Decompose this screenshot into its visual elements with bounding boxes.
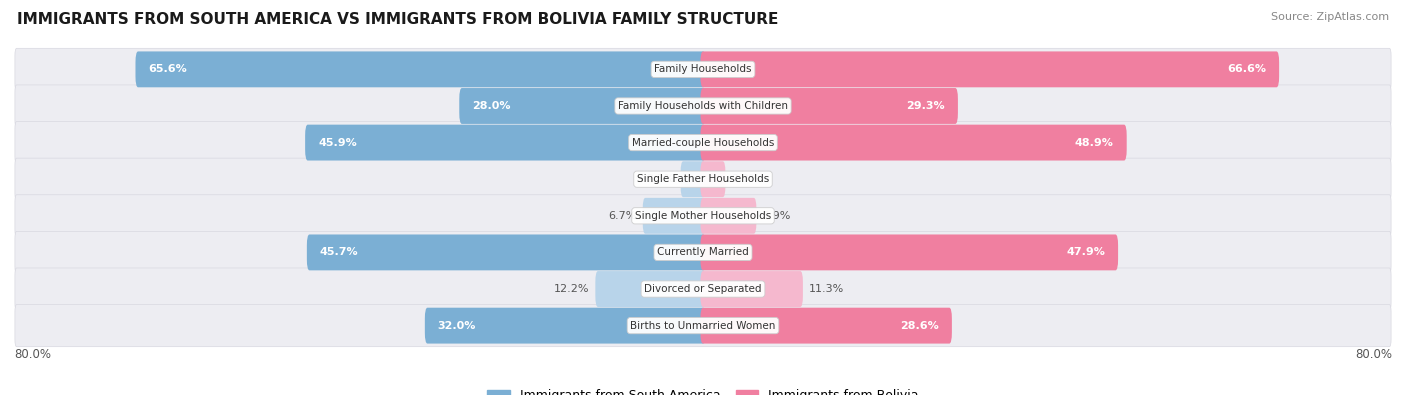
FancyBboxPatch shape [700, 271, 803, 307]
Text: 80.0%: 80.0% [14, 348, 51, 361]
Text: Single Father Households: Single Father Households [637, 174, 769, 184]
FancyBboxPatch shape [135, 51, 706, 87]
FancyBboxPatch shape [681, 161, 706, 197]
Text: 6.7%: 6.7% [609, 211, 637, 221]
Text: 65.6%: 65.6% [149, 64, 187, 74]
Text: 32.0%: 32.0% [437, 321, 477, 331]
Text: Source: ZipAtlas.com: Source: ZipAtlas.com [1271, 12, 1389, 22]
FancyBboxPatch shape [700, 88, 957, 124]
FancyBboxPatch shape [700, 161, 725, 197]
FancyBboxPatch shape [700, 125, 1126, 160]
Text: Divorced or Separated: Divorced or Separated [644, 284, 762, 294]
FancyBboxPatch shape [15, 85, 1391, 127]
Text: Births to Unmarried Women: Births to Unmarried Women [630, 321, 776, 331]
Text: 45.9%: 45.9% [318, 137, 357, 148]
Text: 80.0%: 80.0% [1355, 348, 1392, 361]
FancyBboxPatch shape [425, 308, 706, 344]
Text: Married-couple Households: Married-couple Households [631, 137, 775, 148]
Text: 29.3%: 29.3% [907, 101, 945, 111]
FancyBboxPatch shape [460, 88, 706, 124]
FancyBboxPatch shape [15, 158, 1391, 200]
Text: IMMIGRANTS FROM SOUTH AMERICA VS IMMIGRANTS FROM BOLIVIA FAMILY STRUCTURE: IMMIGRANTS FROM SOUTH AMERICA VS IMMIGRA… [17, 12, 779, 27]
Text: 12.2%: 12.2% [554, 284, 589, 294]
FancyBboxPatch shape [15, 122, 1391, 164]
FancyBboxPatch shape [700, 51, 1279, 87]
Text: 5.9%: 5.9% [762, 211, 790, 221]
FancyBboxPatch shape [700, 235, 1118, 270]
Text: Family Households: Family Households [654, 64, 752, 74]
FancyBboxPatch shape [595, 271, 706, 307]
Legend: Immigrants from South America, Immigrants from Bolivia: Immigrants from South America, Immigrant… [482, 384, 924, 395]
FancyBboxPatch shape [15, 231, 1391, 273]
FancyBboxPatch shape [15, 305, 1391, 347]
Text: Family Households with Children: Family Households with Children [619, 101, 787, 111]
Text: 2.3%: 2.3% [647, 174, 675, 184]
Text: 28.6%: 28.6% [900, 321, 939, 331]
Text: 48.9%: 48.9% [1076, 137, 1114, 148]
FancyBboxPatch shape [307, 235, 706, 270]
FancyBboxPatch shape [700, 308, 952, 344]
Text: Currently Married: Currently Married [657, 247, 749, 258]
Text: 11.3%: 11.3% [808, 284, 844, 294]
FancyBboxPatch shape [643, 198, 706, 234]
FancyBboxPatch shape [15, 195, 1391, 237]
FancyBboxPatch shape [15, 268, 1391, 310]
FancyBboxPatch shape [15, 48, 1391, 90]
FancyBboxPatch shape [700, 198, 756, 234]
FancyBboxPatch shape [305, 125, 706, 160]
Text: 66.6%: 66.6% [1227, 64, 1267, 74]
Text: 2.3%: 2.3% [731, 174, 759, 184]
Text: 28.0%: 28.0% [472, 101, 510, 111]
Text: 45.7%: 45.7% [319, 247, 359, 258]
Text: 47.9%: 47.9% [1066, 247, 1105, 258]
Text: Single Mother Households: Single Mother Households [636, 211, 770, 221]
